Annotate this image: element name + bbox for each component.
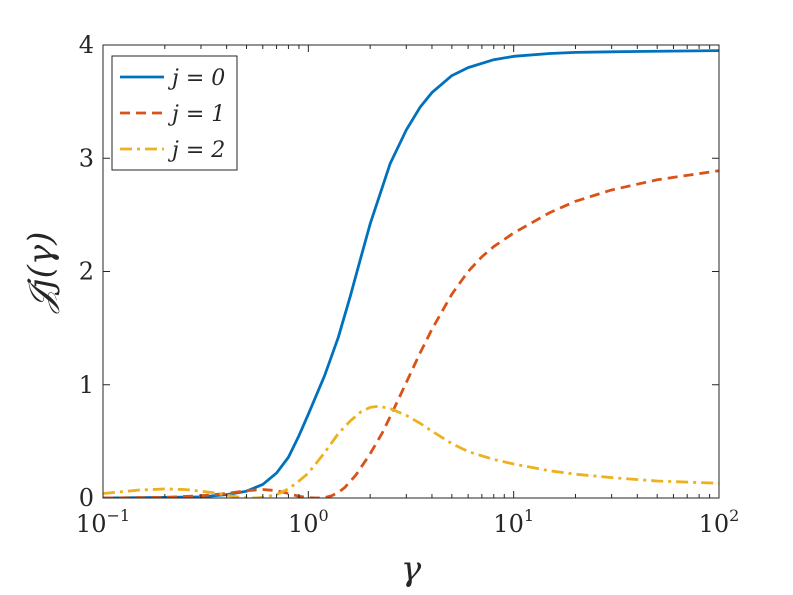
series-line-j2 [103,404,719,498]
x-tick-exponent: 0 [319,506,329,525]
series-line-j0 [103,49,719,498]
x-tick-label: 102 [699,506,740,538]
series-line-j1 [103,169,719,498]
legend-label: j = 1 [167,102,225,127]
x-tick-base: 10 [493,510,524,538]
legend-box [111,55,238,171]
x-tick-exponent: 1 [524,506,534,525]
legend: j = 0 j = 1 j = 2 [111,55,238,171]
legend-label: j = 0 [167,66,225,91]
x-tick-label: 100 [288,506,329,538]
y-tick-label: 0 [79,484,94,512]
x-tick-exponent: −1 [106,506,130,525]
x-tick-base: 10 [76,510,107,538]
x-tick-label: 10−1 [76,506,130,538]
y-tick-label: 4 [79,31,94,59]
y-tick-label: 2 [79,258,94,286]
y-tick-label: 3 [79,144,94,172]
x-tick-base: 10 [699,510,730,538]
series-layer [103,49,719,498]
y-tick-label: 1 [79,371,94,399]
x-tick-exponent: 2 [729,506,739,525]
y-axis-label: 𝒥j(γ) [21,232,61,315]
x-axis-label: γ [401,549,422,589]
legend-label: j = 2 [167,138,225,163]
x-tick-label: 101 [493,506,534,538]
x-tick-base: 10 [288,510,319,538]
